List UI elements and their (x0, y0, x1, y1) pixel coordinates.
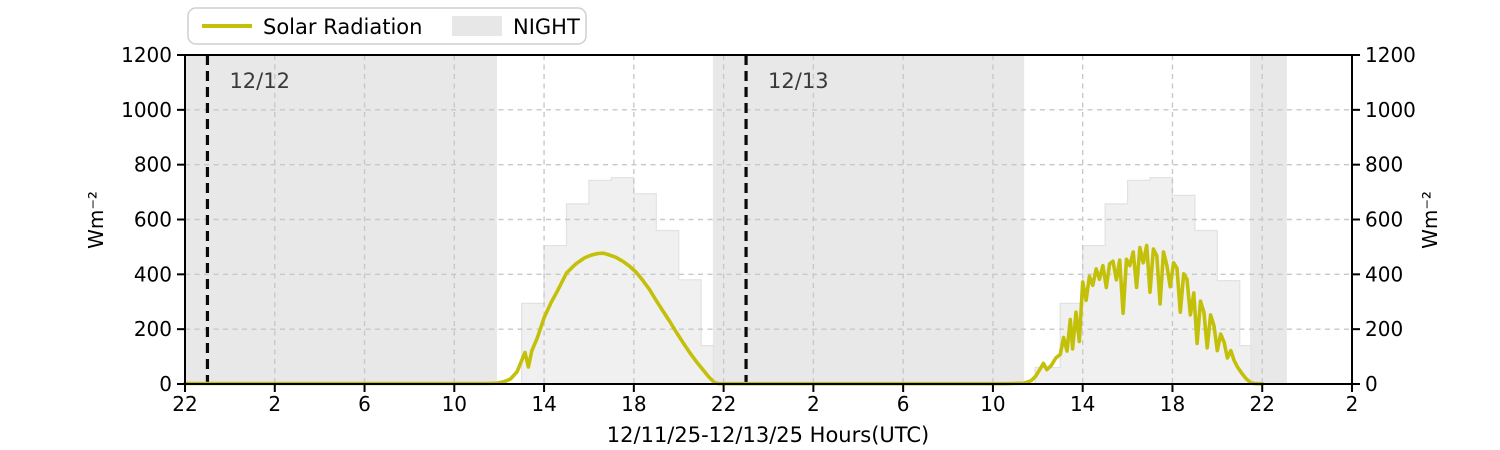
ticks-group (177, 54, 1360, 392)
y-tick-label-right: 600 (1365, 208, 1403, 232)
x-tick-label: 22 (172, 392, 197, 416)
legend-night-swatch (452, 16, 502, 36)
x-tick-label: 2 (268, 392, 281, 416)
x-tick-label: 14 (1070, 392, 1095, 416)
x-tick-label: 14 (531, 392, 556, 416)
y-tick-label-left: 200 (134, 317, 172, 341)
x-tick-label: 22 (1250, 392, 1275, 416)
y-tick-label-right: 400 (1365, 262, 1403, 286)
legend-label-solar-radiation: Solar Radiation (263, 15, 422, 39)
clear-sky-histogram (521, 176, 715, 385)
x-tick-label: 10 (980, 392, 1005, 416)
legend-label-night: NIGHT (513, 15, 580, 39)
y-tick-label-right: 0 (1365, 372, 1378, 396)
day-boundary-label: 12/12 (229, 69, 290, 93)
y-tick-label-left: 1000 (121, 98, 172, 122)
x-tick-label: 2 (1346, 392, 1359, 416)
x-axis-label: 12/11/25-12/13/25 Hours(UTC) (607, 423, 929, 447)
y-tick-label-right: 800 (1365, 153, 1403, 177)
x-tick-label: 18 (1160, 392, 1185, 416)
y-tick-label-right: 200 (1365, 317, 1403, 341)
x-tick-label: 2 (807, 392, 820, 416)
y-tick-label-left: 800 (134, 153, 172, 177)
x-tick-label: 18 (621, 392, 646, 416)
y-tick-label-left: 1200 (121, 43, 172, 67)
y-axis-label-left: Wm⁻² (84, 191, 108, 249)
y-tick-label-right: 1000 (1365, 98, 1416, 122)
x-tick-label: 6 (897, 392, 910, 416)
y-tick-label-left: 0 (159, 372, 172, 396)
x-tick-label: 6 (358, 392, 371, 416)
clear-sky-histogram (1034, 176, 1252, 385)
x-tick-label: 22 (711, 392, 736, 416)
y-tick-label-left: 600 (134, 208, 172, 232)
gridlines-group (185, 55, 1352, 384)
y-axis-label-right: Wm⁻² (1418, 191, 1442, 249)
y-tick-label-left: 400 (134, 262, 172, 286)
x-tick-label: 10 (442, 392, 467, 416)
solar-radiation-line (183, 243, 1264, 386)
y-tick-label-right: 1200 (1365, 43, 1416, 67)
legend: Solar Radiation NIGHT (187, 7, 587, 45)
day-boundary-label: 12/13 (768, 69, 829, 93)
